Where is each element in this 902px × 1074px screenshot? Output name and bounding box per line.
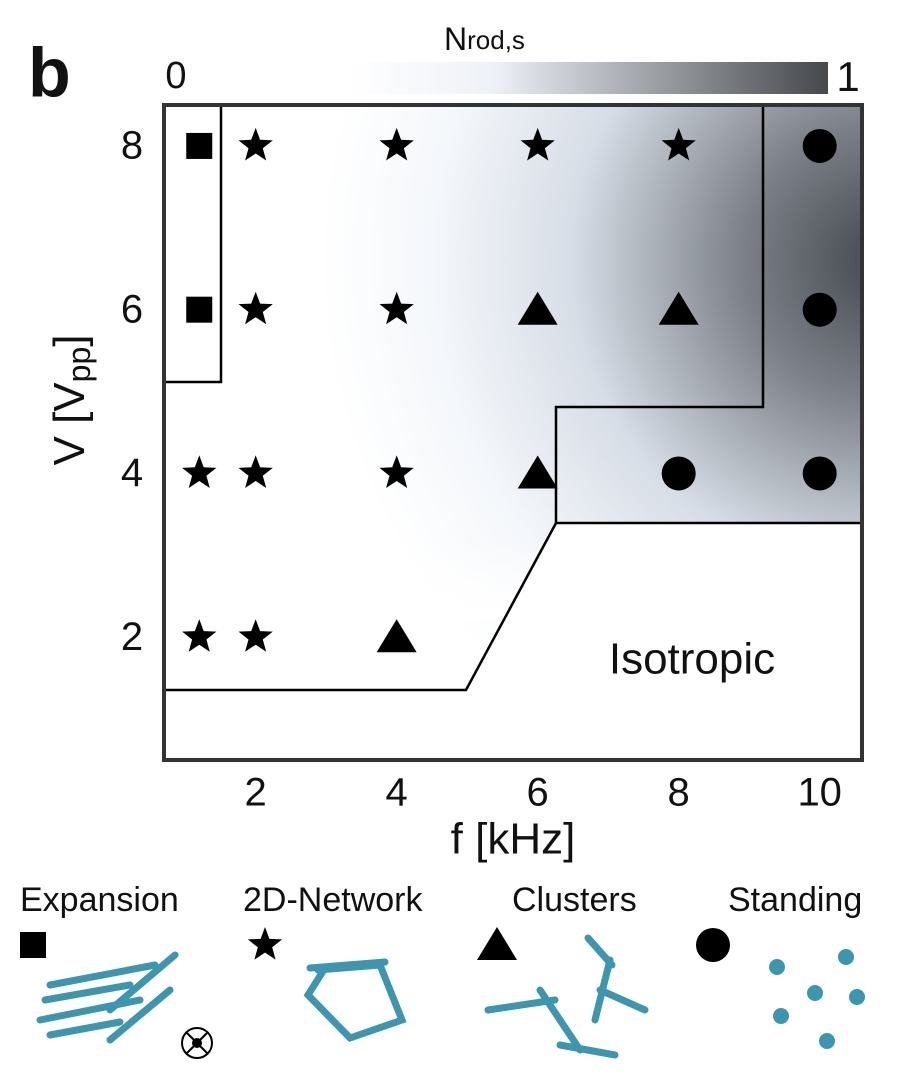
legend-label: Expansion — [20, 881, 179, 919]
circle-marker — [802, 456, 837, 491]
legend-label: Clusters — [512, 881, 637, 919]
star-marker — [182, 619, 217, 652]
legend-label: Standing — [728, 881, 862, 919]
isotropic-boundary — [164, 521, 862, 692]
colorbar-tick-label: 0 — [165, 55, 186, 97]
x-tick-label: 10 — [797, 771, 842, 815]
circle-marker — [661, 456, 696, 491]
triangle-marker — [658, 291, 699, 325]
star-marker — [520, 127, 555, 161]
circle-marker — [802, 292, 837, 327]
star-marker — [238, 619, 273, 652]
y-tick-label: 8 — [121, 124, 143, 168]
square-marker — [20, 932, 46, 958]
panel-label: b — [28, 33, 71, 111]
circle-marker — [696, 928, 730, 962]
star-marker — [182, 455, 217, 488]
star-marker — [238, 291, 273, 325]
square-marker — [186, 296, 213, 323]
y-tick-label: 6 — [121, 287, 143, 331]
colorbar-title: Nrod,s — [444, 21, 525, 57]
x-axis-label: f [kHz] — [451, 815, 576, 864]
triangle-marker — [517, 291, 558, 325]
annotation: Isotropic — [609, 635, 775, 684]
star-marker — [661, 127, 696, 161]
y-tick-label: 4 — [121, 451, 143, 495]
star-marker — [238, 455, 273, 488]
triangle-marker — [477, 927, 517, 960]
star-marker — [247, 927, 283, 960]
isotropic-region — [164, 523, 862, 760]
colorbar-tick-label: 1 — [836, 53, 859, 100]
colorbar — [350, 62, 828, 94]
y-axis-label: V [Vpp] — [45, 335, 98, 466]
standing-boundary — [554, 105, 765, 523]
circle-marker — [802, 128, 837, 163]
star-marker — [379, 291, 414, 325]
y-tick-label: 2 — [121, 615, 143, 659]
triangle-marker — [376, 619, 417, 653]
triangle-marker — [517, 455, 558, 489]
expansion-boundary — [164, 105, 223, 384]
square-marker — [186, 132, 213, 159]
x-tick-label: 2 — [245, 771, 267, 815]
x-tick-label: 8 — [668, 771, 690, 815]
x-tick-label: 6 — [527, 771, 549, 815]
legend-label: 2D-Network — [243, 881, 423, 919]
plot-frame — [162, 103, 864, 762]
star-marker — [379, 127, 414, 161]
dot-illustrations — [769, 949, 865, 1049]
rod-illustrations — [36, 934, 649, 1059]
star-marker — [379, 455, 414, 488]
star-marker — [238, 127, 273, 161]
x-tick-label: 4 — [386, 771, 408, 815]
phase-boundaries — [164, 105, 862, 692]
rotation-symbol — [181, 1027, 213, 1059]
